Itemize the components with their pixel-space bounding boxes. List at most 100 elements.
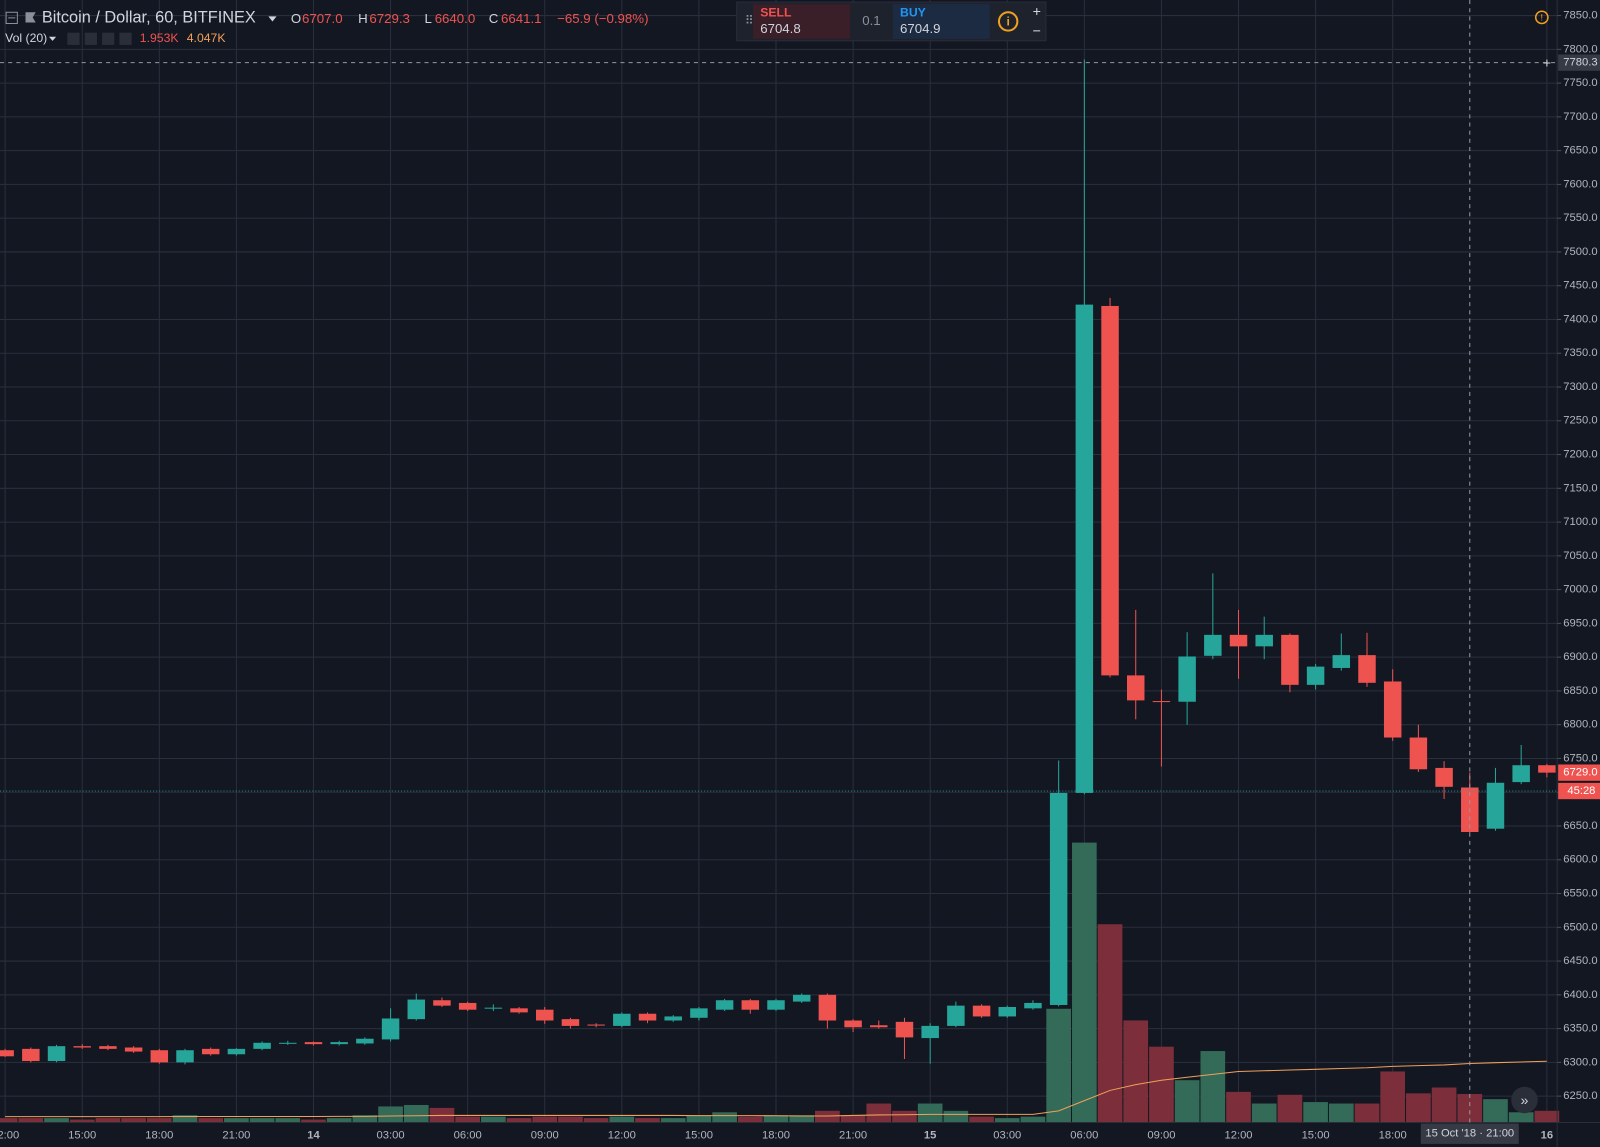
- y-tick-label: 6600.0: [1563, 854, 1597, 866]
- y-tick-label: 6350.0: [1563, 1023, 1597, 1035]
- y-tick-label: 6250.0: [1563, 1090, 1597, 1102]
- candle-body: [1281, 634, 1299, 685]
- volume-bar: [1508, 1112, 1534, 1123]
- candle-body: [1075, 304, 1094, 793]
- candle-body: [1204, 634, 1222, 656]
- x-tick-label: 12:00: [0, 1130, 19, 1142]
- x-tick-label: 15:00: [68, 1130, 96, 1142]
- volume-bar: [1277, 1094, 1303, 1123]
- volume-bar: [532, 1116, 558, 1123]
- candle-body: [510, 1008, 528, 1013]
- countdown-label: 45:28: [1567, 785, 1595, 797]
- volume-bar: [0, 1118, 18, 1123]
- alert-icon[interactable]: [1534, 10, 1549, 25]
- study-button[interactable]: [84, 32, 97, 45]
- crosshair-time-label: 15 Oct '18 · 21:00: [1425, 1128, 1514, 1140]
- plus-button[interactable]: +: [1033, 4, 1041, 20]
- volume-bar: [95, 1118, 121, 1123]
- volume-bar: [44, 1118, 69, 1123]
- volume-bar: [326, 1118, 352, 1123]
- y-tick-label: 6800.0: [1563, 719, 1597, 731]
- ohlc-value: 6707.0: [302, 11, 343, 26]
- candle-body: [998, 1006, 1016, 1017]
- candle-body: [73, 1046, 91, 1048]
- study-button[interactable]: [67, 32, 80, 45]
- volume-bar: [583, 1118, 609, 1123]
- crosshair-cursor: +: [1543, 55, 1551, 71]
- x-tick-label: 06:00: [454, 1130, 482, 1142]
- volume-bar: [121, 1118, 146, 1123]
- volume-bar: [763, 1115, 789, 1123]
- last-price-box: [1558, 764, 1600, 781]
- ohlc-value: 6640.0: [435, 11, 476, 26]
- ohlc-letter: H: [358, 11, 368, 26]
- candle-body: [227, 1048, 246, 1055]
- alert-icon-glyph: !: [1541, 12, 1544, 22]
- ohlc-letter: C: [489, 11, 499, 26]
- volume-name[interactable]: Vol (20): [5, 31, 47, 45]
- volume-pane: [0, 842, 1560, 1123]
- volume-bar: [1123, 1020, 1149, 1123]
- y-tick-label: 7550.0: [1563, 212, 1597, 224]
- change: −65.9 (−0.98%): [557, 11, 648, 26]
- sell-price: 6704.8: [760, 21, 801, 36]
- collapse-icon[interactable]: [5, 11, 18, 25]
- x-tick-label: 15:00: [1302, 1130, 1330, 1142]
- volume-bar: [1354, 1103, 1380, 1123]
- symbol-dropdown[interactable]: [268, 16, 277, 22]
- y-tick-label: 7350.0: [1563, 347, 1597, 359]
- volume-value: 1.953K: [140, 31, 180, 45]
- drag-handle[interactable]: ⠿: [745, 14, 754, 28]
- buy-button[interactable]: [892, 4, 990, 39]
- x-tick-label: 06:00: [1070, 1130, 1098, 1142]
- flag-icon[interactable]: [25, 12, 36, 24]
- candle-body: [947, 1005, 965, 1026]
- y-tick-label: 6400.0: [1563, 989, 1597, 1001]
- candle-body: [536, 1009, 554, 1021]
- y-tick-label: 6900.0: [1563, 651, 1597, 663]
- buy-price: 6704.9: [900, 21, 941, 36]
- x-tick-label: 09:00: [1147, 1130, 1175, 1142]
- volume-bar: [737, 1116, 763, 1123]
- y-tick-label: 6450.0: [1563, 955, 1597, 967]
- candle-body: [1178, 656, 1196, 702]
- y-tick-label: 7150.0: [1563, 482, 1597, 494]
- volume-bar: [1251, 1103, 1277, 1123]
- candle-body: [279, 1042, 297, 1044]
- y-tick-label: 7750.0: [1563, 77, 1597, 89]
- volume-bar: [943, 1110, 969, 1123]
- candle-body: [1024, 1002, 1042, 1009]
- volume-bar: [1174, 1080, 1200, 1123]
- candle-body: [1101, 305, 1119, 676]
- scroll-right-button[interactable]: [1511, 1086, 1538, 1114]
- candle-body: [1332, 655, 1351, 668]
- candle-body: [1512, 765, 1530, 783]
- volume-bar: [1457, 1094, 1483, 1123]
- y-tick-label: 7300.0: [1563, 381, 1597, 393]
- y-tick-label: 7700.0: [1563, 111, 1597, 123]
- quantity[interactable]: 0.1: [862, 13, 880, 28]
- volume-bar: [866, 1103, 892, 1123]
- last-price-label: 6729.0: [1563, 767, 1597, 779]
- x-tick-label: 03:00: [993, 1130, 1021, 1142]
- y-tick-label: 7600.0: [1563, 178, 1597, 190]
- volume-bar: [1406, 1093, 1431, 1123]
- candle-body: [1255, 634, 1273, 647]
- volume-bar: [301, 1119, 326, 1123]
- x-tick-label: 21:00: [222, 1130, 250, 1142]
- symbol-title[interactable]: Bitcoin / Dollar, 60, BITFINEX: [42, 9, 256, 27]
- sell-button[interactable]: [753, 4, 850, 39]
- volume-dropdown[interactable]: [48, 36, 57, 41]
- candle-body: [433, 1000, 451, 1006]
- candle-body: [587, 1024, 605, 1026]
- study-button[interactable]: [102, 32, 115, 45]
- candle-body: [972, 1005, 991, 1017]
- study-button[interactable]: [119, 32, 132, 45]
- y-tick-label: 6750.0: [1563, 752, 1597, 764]
- minus-button[interactable]: −: [1033, 23, 1041, 39]
- volume-bar: [686, 1115, 712, 1123]
- info-icon[interactable]: [997, 11, 1019, 32]
- volume-bar: [1046, 1008, 1071, 1123]
- candle-body: [818, 994, 837, 1021]
- y-tick-label: 7850.0: [1563, 10, 1597, 22]
